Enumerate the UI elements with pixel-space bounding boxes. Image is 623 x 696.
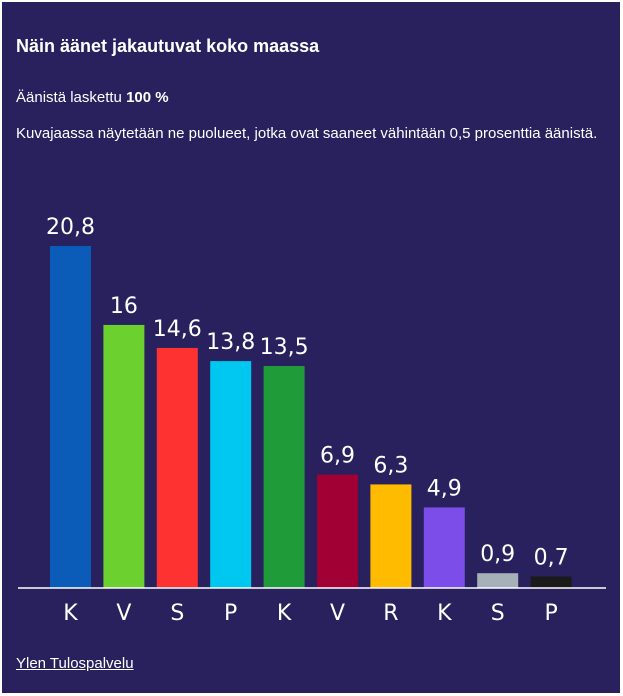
value-label-2: 16: [110, 294, 138, 319]
value-label-1: 20,8: [46, 215, 95, 240]
chart-title: Näin äänet jakautuvat koko maassa: [16, 36, 320, 56]
bar-10: [530, 576, 572, 588]
counted-label: Äänistä laskettu: [16, 89, 122, 106]
value-label-3: 14,6: [153, 317, 202, 342]
bar-5: [263, 366, 305, 588]
bar-7: [370, 484, 412, 588]
value-label-4: 13,8: [206, 330, 255, 355]
bar-9: [477, 573, 519, 588]
bar-6: [317, 474, 358, 588]
value-label-6: 6,9: [320, 444, 355, 469]
labels-group: 20,8 K 16 V 14,6 S 13,8 P 13,5 K 6,9 V 6,3 R 4,9 K 0,9 S 0…: [46, 215, 569, 626]
category-label-8: K: [437, 601, 452, 626]
category-label-4: P: [224, 601, 237, 626]
bar-1: [50, 246, 91, 588]
category-label-9: S: [491, 601, 505, 626]
category-label-7: R: [383, 601, 398, 626]
bar-3: [156, 347, 198, 588]
category-label-6: V: [330, 601, 345, 626]
bars-group: [50, 246, 572, 588]
bar-8: [423, 507, 465, 588]
category-label-1: K: [63, 601, 78, 626]
bar-2: [103, 324, 145, 588]
counted-value: 100 %: [126, 89, 169, 106]
value-label-7: 6,3: [373, 453, 408, 478]
source-link[interactable]: Ylen Tulospalvelu: [16, 655, 134, 672]
category-label-5: K: [277, 601, 292, 626]
counted-status: Äänistä laskettu 100 %: [16, 89, 169, 106]
value-label-9: 0,9: [480, 542, 515, 567]
category-label-3: S: [170, 601, 184, 626]
value-label-10: 0,7: [534, 545, 569, 570]
bar-4: [210, 361, 252, 588]
category-label-10: P: [544, 601, 557, 626]
chart-note: Kuvajaassa näytetään ne puolueet, jotka …: [16, 125, 598, 142]
value-label-8: 4,9: [427, 476, 462, 501]
category-label-2: V: [116, 601, 131, 626]
value-label-5: 13,5: [260, 335, 309, 360]
